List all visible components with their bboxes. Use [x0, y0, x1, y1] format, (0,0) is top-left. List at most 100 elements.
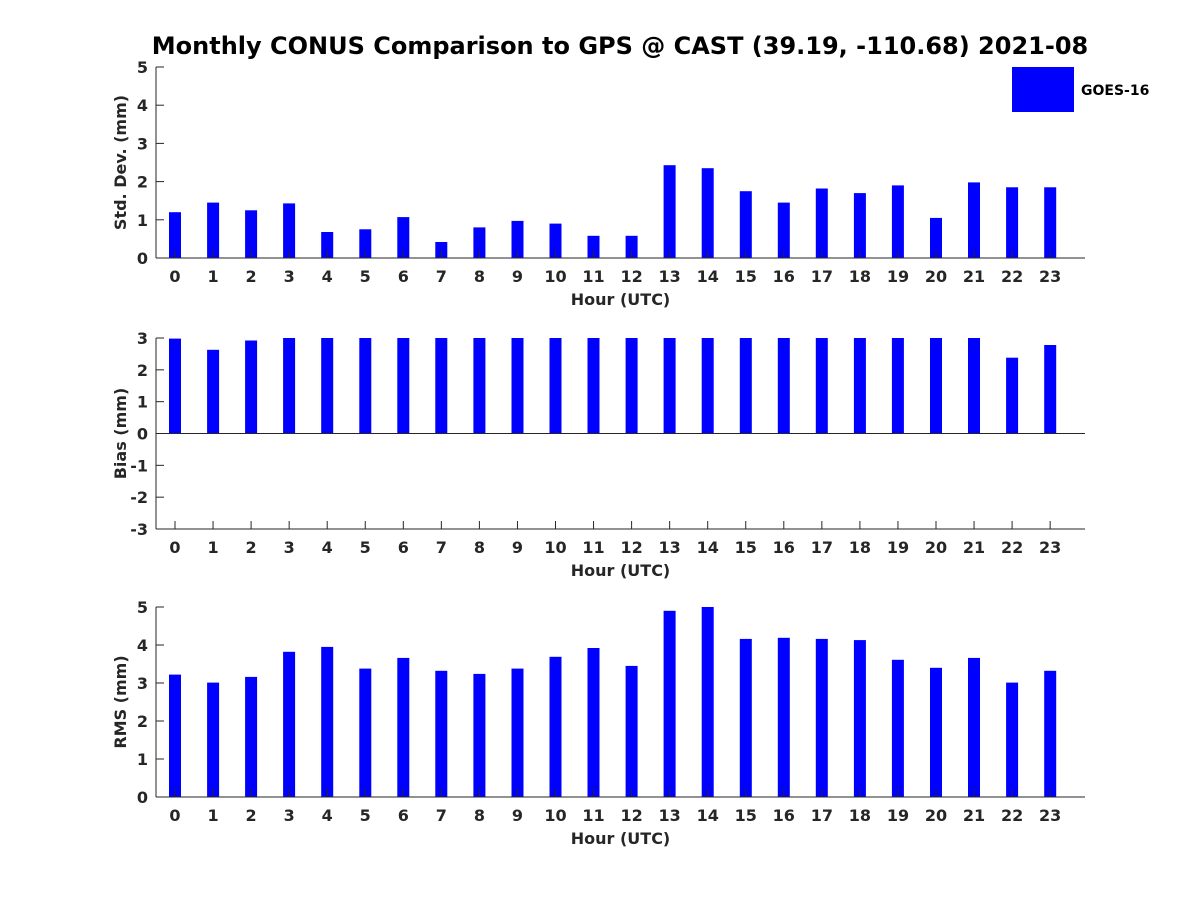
bar-23 — [1044, 187, 1057, 258]
x-tick-label: 16 — [773, 538, 795, 557]
x-tick-label: 11 — [582, 806, 604, 825]
x-tick-label: 1 — [207, 806, 218, 825]
x-tick-label: 10 — [544, 267, 566, 286]
x-tick-label: 8 — [474, 267, 485, 286]
bar-16 — [777, 202, 790, 258]
bar-19 — [891, 185, 904, 258]
x-tick-label: 20 — [925, 267, 947, 286]
x-tick-label: 7 — [436, 267, 447, 286]
x-tick-label: 23 — [1039, 538, 1061, 557]
bar-14 — [701, 607, 714, 797]
x-tick-label: 0 — [169, 267, 180, 286]
x-tick-label: 23 — [1039, 267, 1061, 286]
x-tick-label: 21 — [963, 538, 985, 557]
chart-title: Monthly CONUS Comparison to GPS @ CAST (… — [152, 32, 1088, 60]
x-tick-label: 11 — [582, 267, 604, 286]
x-tick-label: 3 — [284, 267, 295, 286]
y-tick-label: -2 — [130, 488, 148, 507]
bar-13 — [663, 338, 676, 434]
x-tick-label: 11 — [582, 538, 604, 557]
bar-6 — [397, 217, 410, 258]
bar-11 — [587, 648, 600, 797]
bar-16 — [777, 637, 790, 797]
bar-10 — [549, 338, 562, 434]
bar-20 — [930, 667, 942, 797]
x-tick-label: 9 — [512, 267, 523, 286]
x-tick-label: 12 — [620, 806, 642, 825]
bar-9 — [511, 220, 524, 258]
bar-11 — [587, 338, 600, 434]
bar-8 — [473, 338, 486, 434]
x-tick-label: 14 — [697, 806, 719, 825]
x-tick-label: 9 — [512, 538, 523, 557]
bar-18 — [853, 193, 866, 258]
x-tick-label: 20 — [925, 538, 947, 557]
x-tick-label: 9 — [512, 806, 523, 825]
y-axis-label: Std. Dev. (mm) — [111, 95, 130, 230]
bar-4 — [321, 646, 334, 797]
bar-0 — [169, 338, 181, 434]
x-tick-label: 5 — [360, 806, 371, 825]
bar-12 — [625, 665, 638, 797]
bar-3 — [283, 338, 296, 434]
bar-3 — [283, 651, 296, 797]
y-tick-label: 3 — [137, 134, 148, 153]
bar-2 — [245, 676, 258, 797]
bar-23 — [1044, 670, 1057, 797]
x-tick-label: 0 — [169, 538, 180, 557]
x-tick-label: 2 — [246, 538, 257, 557]
bar-15 — [739, 638, 752, 797]
bar-17 — [815, 338, 828, 434]
x-axis-label: Hour (UTC) — [571, 290, 671, 309]
x-tick-label: 21 — [963, 806, 985, 825]
x-tick-label: 15 — [735, 538, 757, 557]
x-tick-label: 22 — [1001, 538, 1023, 557]
x-tick-label: 20 — [925, 806, 947, 825]
bar-6 — [397, 657, 410, 797]
bar-4 — [321, 232, 334, 258]
bar-15 — [739, 191, 752, 258]
x-tick-label: 1 — [207, 267, 218, 286]
x-tick-label: 19 — [887, 538, 909, 557]
x-tick-label: 7 — [436, 806, 447, 825]
bar-18 — [853, 640, 866, 797]
bar-20 — [930, 217, 942, 258]
y-tick-label: -3 — [130, 520, 148, 539]
x-tick-label: 4 — [322, 538, 333, 557]
bar-21 — [968, 182, 980, 258]
bar-5 — [359, 229, 372, 258]
y-tick-label: 4 — [137, 636, 148, 655]
bar-18 — [853, 338, 866, 434]
bar-13 — [663, 610, 676, 797]
bar-21 — [968, 338, 980, 434]
x-tick-label: 12 — [620, 538, 642, 557]
bar-22 — [1006, 357, 1019, 434]
y-tick-label: 4 — [137, 96, 148, 115]
x-tick-label: 18 — [849, 538, 871, 557]
bar-7 — [435, 338, 448, 434]
y-tick-label: 2 — [137, 712, 148, 731]
legend: GOES-16 — [1012, 67, 1149, 112]
legend-swatch — [1012, 67, 1074, 112]
x-tick-label: 17 — [811, 538, 833, 557]
bar-19 — [891, 338, 904, 434]
x-tick-label: 22 — [1001, 267, 1023, 286]
y-tick-label: 0 — [137, 425, 148, 444]
y-tick-label: 5 — [137, 58, 148, 77]
bar-7 — [435, 670, 448, 797]
bar-1 — [207, 682, 220, 797]
x-tick-label: 2 — [246, 267, 257, 286]
bar-5 — [359, 338, 372, 434]
x-tick-label: 6 — [398, 538, 409, 557]
y-tick-label: 0 — [137, 788, 148, 807]
bar-6 — [397, 338, 410, 434]
x-axis-label: Hour (UTC) — [571, 829, 671, 848]
x-tick-label: 15 — [735, 267, 757, 286]
y-tick-label: 1 — [137, 211, 148, 230]
x-tick-label: 0 — [169, 806, 180, 825]
bar-12 — [625, 235, 638, 258]
x-tick-label: 7 — [436, 538, 447, 557]
bar-2 — [245, 210, 258, 259]
